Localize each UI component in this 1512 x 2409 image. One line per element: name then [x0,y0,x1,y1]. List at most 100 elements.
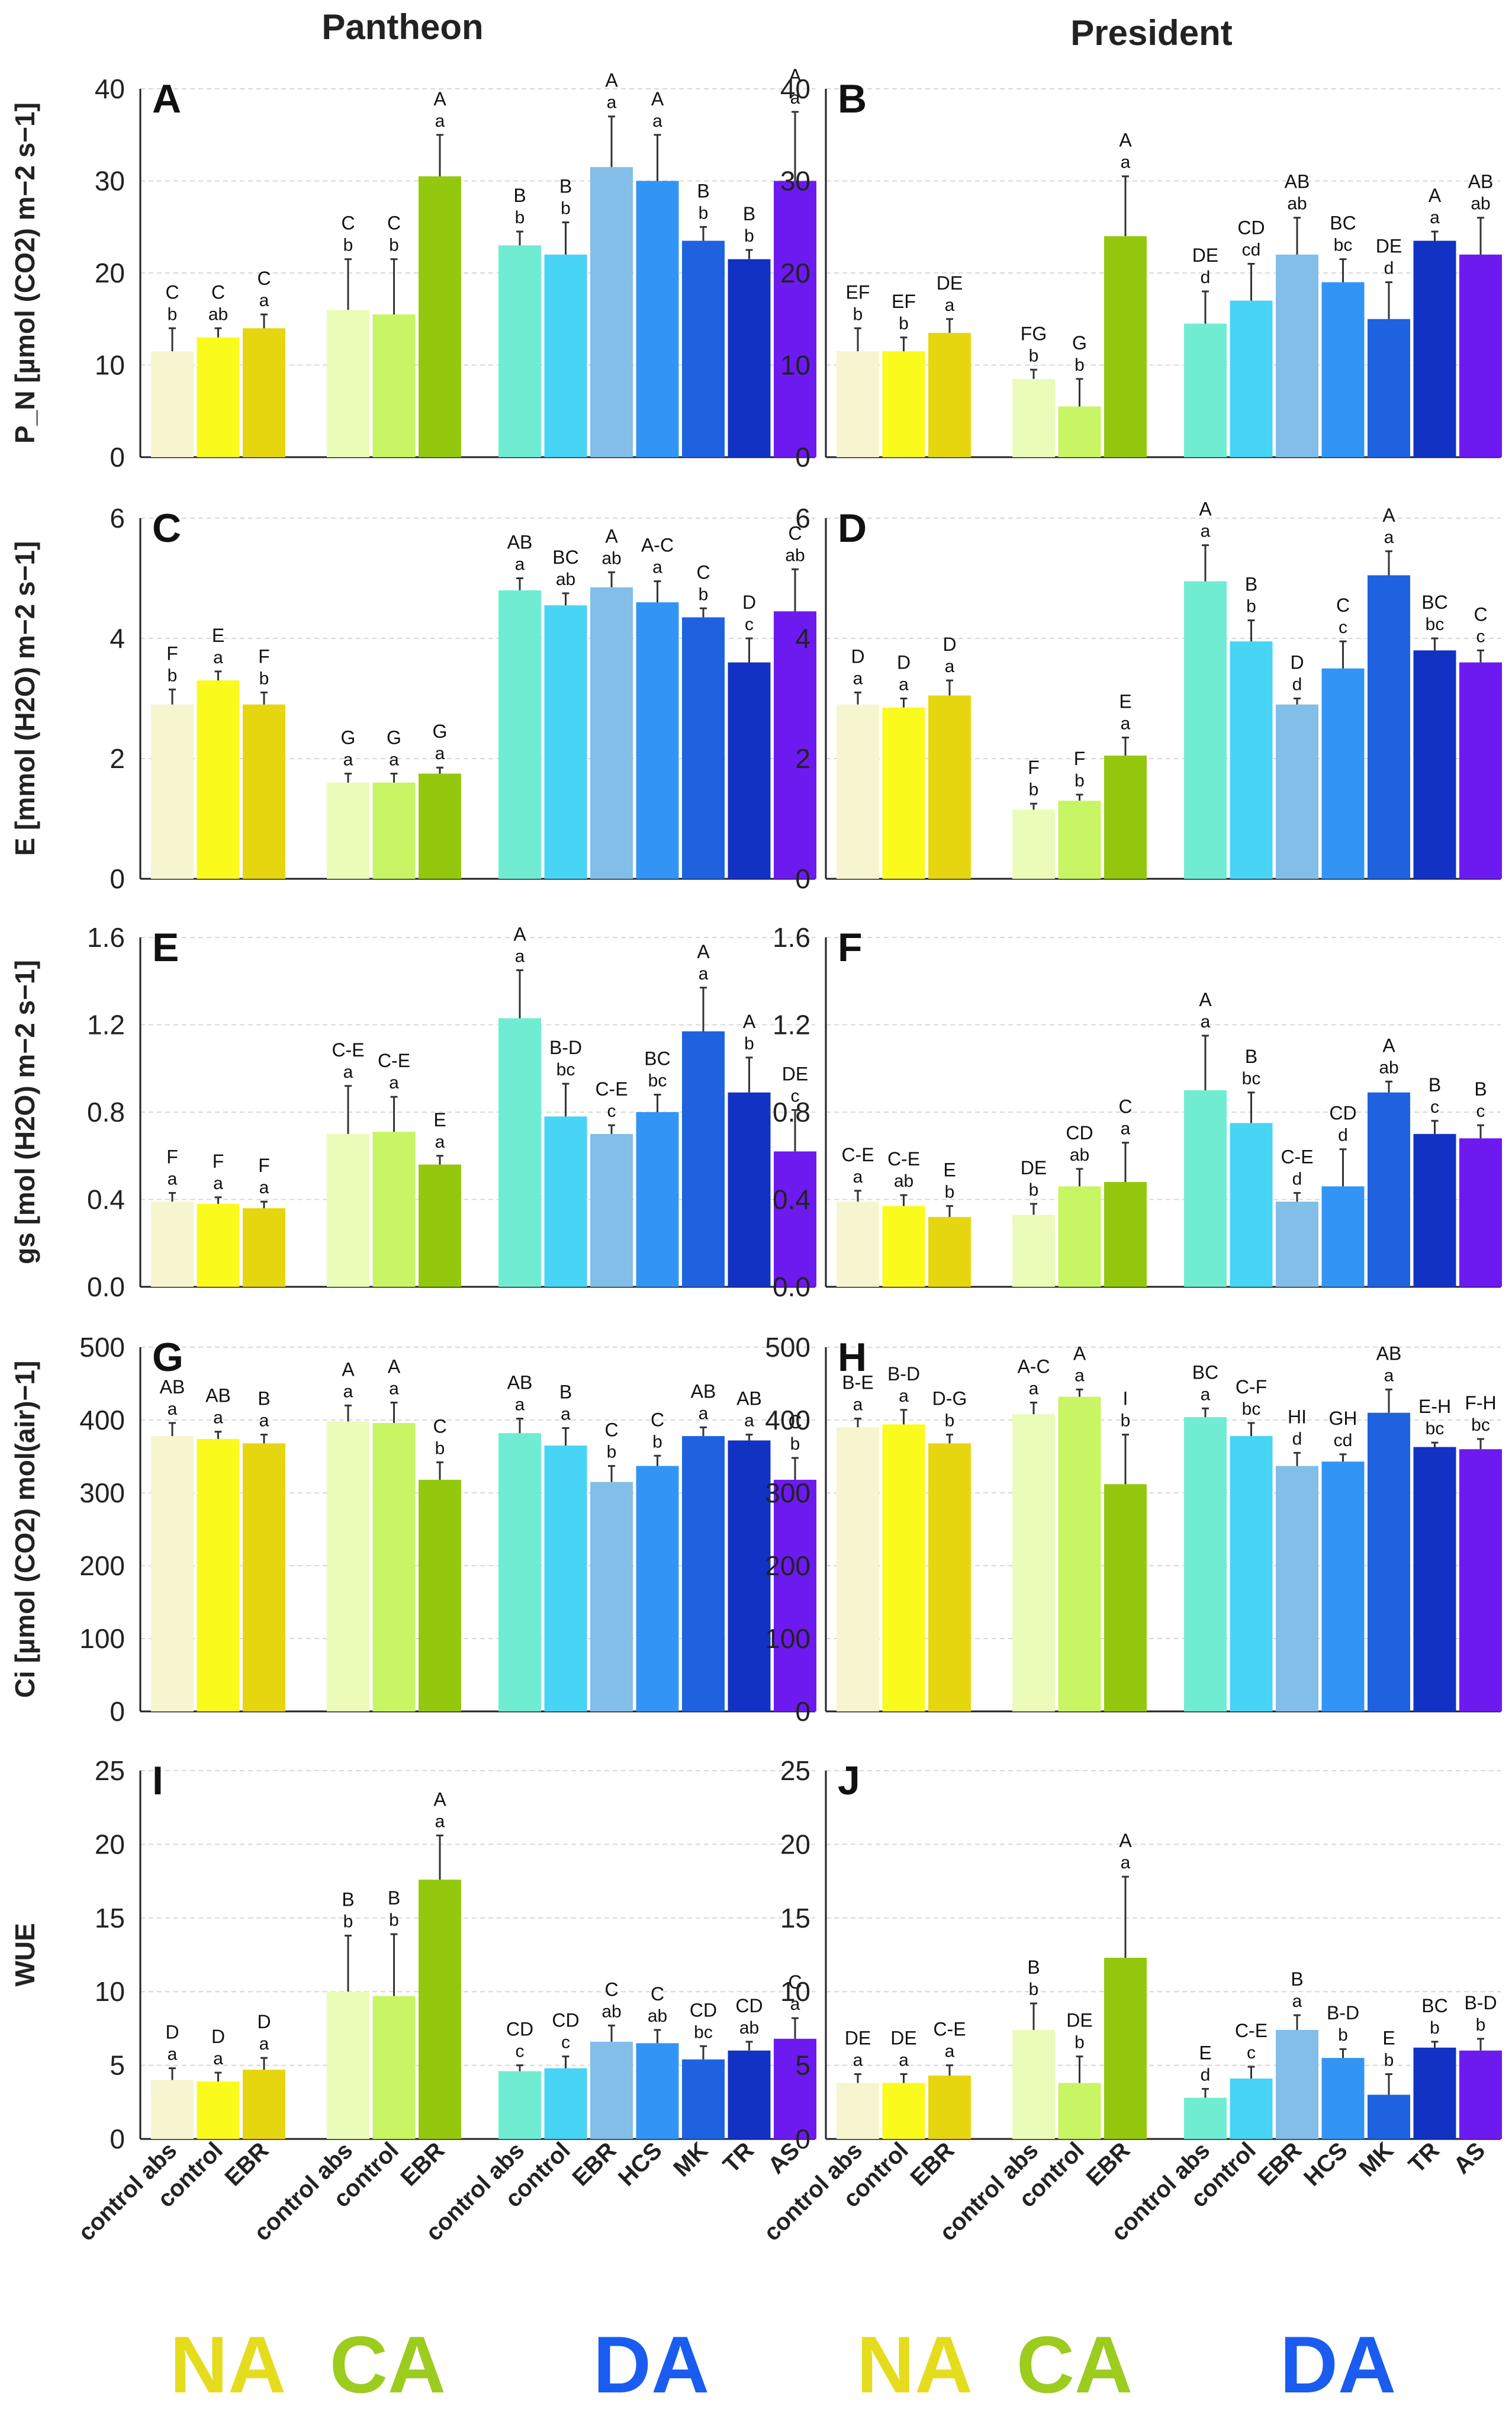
significance-upper: B [1429,1074,1441,1096]
significance-upper: DE [1066,2010,1092,2031]
significance-upper: CD [1329,1103,1356,1124]
significance-upper: D [742,592,756,613]
significance-lower: a [1430,208,1440,227]
y-axis-label: E [mmol (H2O) m−2 s−1] [9,541,40,856]
significance-lower: bc [1334,236,1353,255]
panel-G: 0 100 200 300 400 500 G Ci [µmol (CO2) mol(air)… [9,1332,816,1727]
significance-upper: DE [1376,236,1402,257]
significance-upper: C [1474,603,1487,625]
significance-lower: d [1292,1429,1302,1448]
y-axis-label: P_N [µmol (CO2) m−2 s−1] [9,102,40,444]
y-tick-label: 25 [95,1755,125,1786]
significance-upper: C [788,522,802,544]
bar [1230,1436,1273,1711]
bar [544,1446,587,1711]
bar [1368,2095,1410,2139]
bar [151,351,194,457]
significance-lower: a [168,2045,178,2064]
bar [1230,2078,1273,2139]
significance-lower: a [343,750,353,769]
bar [1413,650,1456,879]
significance-upper: B [1027,1957,1040,1978]
significance-upper: C-E [1281,1146,1313,1167]
significance-upper: C [165,281,179,303]
bar [1230,641,1273,879]
significance-upper: DE [1192,245,1218,266]
significance-upper: AB [1285,171,1310,192]
significance-upper: C [1118,1096,1132,1117]
significance-upper: C [387,213,401,234]
significance-lower: a [853,669,863,688]
bar [1413,240,1456,457]
significance-lower: b [1029,780,1039,799]
significance-upper: B-E [842,1372,873,1393]
significance-lower: c [607,1101,616,1121]
bar [837,1202,879,1287]
significance-lower: b [1029,1180,1039,1200]
significance-upper: AB [507,532,533,553]
bar [327,310,369,457]
significance-upper: C-E [841,1144,874,1165]
y-tick-label: 2 [110,743,125,774]
significance-lower: b [945,1411,955,1431]
significance-lower: b [1029,1980,1039,1999]
significance-lower: ab [1070,1145,1089,1165]
y-tick-label: 30 [780,166,810,197]
group-label: NA [857,2320,973,2409]
bar [1104,236,1147,457]
bar [636,1466,679,1711]
bar [1058,1396,1101,1711]
significance-upper: CD [1237,217,1265,238]
significance-upper: E [212,625,224,646]
significance-lower: d [1384,259,1394,278]
significance-upper: C [788,1411,802,1432]
significance-upper: A [1199,989,1212,1010]
significance-upper: A [1382,505,1395,526]
significance-upper: A [1073,1342,1086,1364]
significance-upper: E [1199,2042,1211,2063]
significance-lower: b [168,304,178,324]
bar [1012,378,1055,457]
significance-upper: A [1429,185,1442,206]
significance-lower: a [1201,1012,1211,1032]
bar [1368,1092,1410,1287]
significance-lower: a [945,2042,955,2061]
bar [1276,1466,1318,1711]
significance-upper: A [342,1358,355,1380]
y-tick-label: 300 [765,1477,810,1508]
significance-lower: a [790,88,800,108]
bar [682,2059,725,2139]
bar [1368,319,1410,457]
significance-upper: D [211,2026,225,2047]
y-tick-label: 40 [95,73,125,104]
significance-lower: ab [1471,194,1490,214]
significance-upper: F [1074,748,1086,769]
significance-upper: BC [1421,592,1447,613]
significance-upper: A [1382,1035,1395,1056]
significance-lower: cd [1242,240,1261,259]
significance-upper: AB [205,1385,231,1406]
significance-upper: F [258,645,270,667]
significance-lower: c [1430,1097,1439,1117]
bar [774,2038,816,2139]
bar [1321,1186,1365,1287]
group-label: CA [1016,2320,1133,2409]
y-tick-label: 6 [795,503,810,534]
y-tick-label: 20 [95,1829,125,1859]
significance-lower: a [435,744,445,763]
panel-letter: E [152,925,179,970]
bar [1058,1186,1101,1287]
bar [1184,581,1227,879]
significance-lower: a [652,558,662,577]
bar [1058,406,1101,457]
significance-upper: G [387,727,401,748]
significance-upper: CD [735,1995,763,2016]
significance-upper: F [258,1155,270,1176]
bar [1230,300,1273,457]
significance-upper: A [1119,130,1132,151]
bar [327,1133,369,1287]
significance-upper: C-E [332,1039,364,1061]
significance-lower: ab [739,2018,759,2038]
bar [1413,1447,1456,1711]
